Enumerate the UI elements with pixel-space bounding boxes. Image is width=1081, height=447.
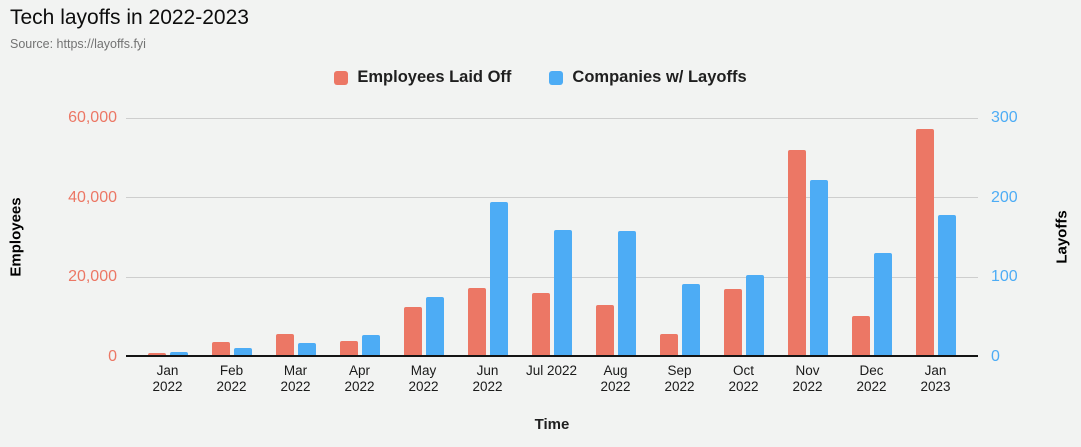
legend-label: Employees Laid Off — [357, 68, 512, 86]
bar-employees-apr-2022 — [339, 340, 358, 357]
bar-employees-dec-2022 — [851, 316, 870, 357]
right-axis-tick-100: 100 — [991, 268, 1018, 286]
x-axis-label-apr-2022: Apr 2022 — [344, 363, 375, 395]
right-axis-tick-200: 200 — [991, 188, 1018, 206]
bar-companies-jul-2022 — [553, 229, 572, 357]
bar-companies-feb-2022 — [233, 348, 252, 357]
right-axis-tick-0: 0 — [991, 348, 1000, 365]
left-axis-tick-0: 0 — [108, 348, 117, 365]
bar-companies-may-2022 — [425, 297, 444, 357]
plot-area: 0 0 20,000 100 40,000 200 60,000 300 Jan 2022 Feb… — [68, 109, 1018, 394]
x-axis-label-jan-2022: Jan 2022 — [152, 363, 183, 395]
bar-employees-aug-2022 — [595, 305, 614, 357]
right-axis-tick-300: 300 — [991, 109, 1018, 126]
bar-employees-jan-2023 — [915, 129, 934, 357]
gridline-20,000 — [126, 276, 978, 278]
bar-employees-mar-2022 — [275, 333, 294, 357]
bar-employees-feb-2022 — [211, 342, 230, 357]
left-axis-title: Employees — [7, 197, 25, 277]
legend: Employees Laid Off Companies w/ Layoffs — [0, 68, 1081, 87]
x-axis-label-dec-2022: Dec 2022 — [856, 363, 887, 395]
legend-item-companies-w-layoffs: Companies w/ Layoffs — [549, 68, 747, 87]
x-axis-label-jul-2022: Jul 2022 — [525, 363, 578, 378]
left-axis-tick-60,000: 60,000 — [68, 109, 117, 126]
bar-companies-mar-2022 — [297, 343, 316, 357]
legend-swatch-icon — [334, 70, 349, 85]
x-axis-label-sep-2022: Sep 2022 — [664, 363, 695, 395]
x-axis-label-oct-2022: Oct 2022 — [728, 363, 759, 395]
bar-companies-jan-2022 — [169, 352, 188, 357]
legend-swatch-icon — [549, 70, 564, 85]
bar-companies-dec-2022 — [873, 253, 892, 357]
bar-employees-jun-2022 — [467, 287, 486, 357]
bar-employees-may-2022 — [403, 307, 422, 357]
x-axis-label-may-2022: May 2022 — [408, 363, 439, 395]
legend-item-employees-laid-off: Employees Laid Off — [334, 68, 511, 87]
bar-companies-apr-2022 — [361, 334, 380, 357]
x-axis-label-jun-2022: Jun 2022 — [472, 363, 503, 395]
left-axis-tick-40,000: 40,000 — [68, 188, 117, 206]
gridline-40,000 — [126, 197, 978, 199]
bar-employees-jul-2022 — [531, 293, 550, 357]
bar-employees-sep-2022 — [659, 334, 678, 357]
x-axis-label-feb-2022: Feb 2022 — [216, 363, 247, 395]
x-axis-baseline — [126, 355, 978, 357]
x-axis-label-mar-2022: Mar 2022 — [280, 363, 311, 395]
gridline-60,000 — [126, 117, 978, 119]
legend-label: Companies w/ Layoffs — [572, 68, 747, 86]
bar-companies-aug-2022 — [617, 231, 636, 357]
bar-companies-oct-2022 — [745, 274, 764, 357]
bar-companies-jan-2023 — [937, 215, 956, 357]
x-axis-title: Time — [534, 416, 570, 433]
x-axis-label-aug-2022: Aug 2022 — [600, 363, 631, 395]
right-axis-title: Layoffs — [1053, 210, 1071, 264]
x-axis-label-jan-2023: Jan 2023 — [920, 363, 951, 395]
bar-companies-sep-2022 — [681, 283, 700, 357]
bar-employees-nov-2022 — [787, 150, 806, 357]
bar-employees-oct-2022 — [723, 288, 742, 357]
bar-companies-nov-2022 — [809, 180, 828, 357]
bar-companies-jun-2022 — [489, 202, 508, 357]
x-axis-label-nov-2022: Nov 2022 — [792, 363, 823, 395]
source-caption: Source: https://layoffs.fyi — [10, 37, 146, 51]
left-axis-tick-20,000: 20,000 — [68, 268, 117, 286]
page-title: Tech layoffs in 2022-2023 — [10, 6, 249, 29]
